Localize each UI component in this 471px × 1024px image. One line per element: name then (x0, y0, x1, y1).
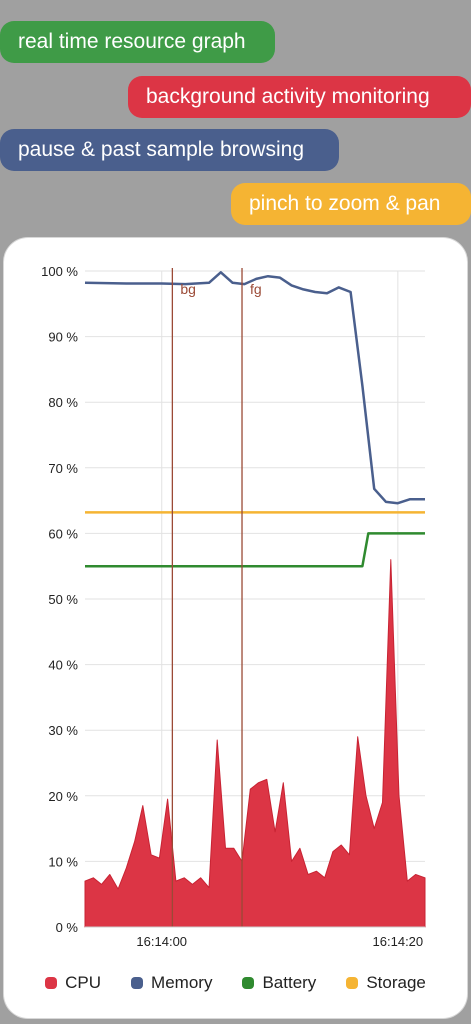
banner-pause-browsing-label: pause & past sample browsing (18, 138, 304, 161)
legend-label-cpu: CPU (65, 973, 102, 992)
legend-swatch-memory (131, 977, 144, 989)
legend-label-memory: Memory (151, 973, 213, 992)
banner-background-monitoring-label: background activity monitoring (146, 85, 430, 108)
y-tick-label: 40 % (48, 658, 78, 673)
chart-legend: CPU Memory Battery Storage (4, 970, 467, 996)
y-tick-label: 0 % (56, 920, 79, 935)
y-tick-label: 70 % (48, 461, 78, 476)
y-tick-label: 20 % (48, 789, 78, 804)
banner-pinch-zoom-label: pinch to zoom & pan (249, 192, 441, 215)
banner-realtime-graph: real time resource graph (0, 21, 275, 63)
y-tick-label: 60 % (48, 526, 78, 541)
y-tick-label: 50 % (48, 592, 78, 607)
y-tick-label: 10 % (48, 854, 78, 869)
y-tick-label: 90 % (48, 330, 78, 345)
y-tick-label: 30 % (48, 723, 78, 738)
legend-item-storage[interactable]: Storage (346, 973, 426, 993)
x-tick-label: 16:14:20 (373, 934, 424, 949)
legend-swatch-battery (242, 977, 255, 989)
legend-item-memory[interactable]: Memory (131, 973, 212, 993)
legend-swatch-storage (346, 977, 359, 989)
banner-pinch-zoom: pinch to zoom & pan (231, 183, 471, 225)
banner-realtime-graph-label: real time resource graph (18, 30, 246, 53)
series-line-memory (84, 271, 425, 505)
series-area-cpu (84, 559, 426, 928)
annotation-label-fg: fg (250, 281, 262, 297)
banner-background-monitoring: background activity monitoring (128, 76, 471, 118)
x-tick-label: 16:14:00 (136, 934, 187, 949)
series-line-battery (85, 532, 425, 568)
legend-label-battery: Battery (262, 973, 317, 992)
legend-item-cpu[interactable]: CPU (45, 973, 101, 993)
banner-pause-browsing: pause & past sample browsing (0, 129, 339, 171)
annotation-label-bg: bg (180, 281, 196, 297)
y-tick-label: 100 % (41, 264, 78, 279)
legend-label-storage: Storage (366, 973, 426, 992)
legend-swatch-cpu (45, 977, 58, 989)
y-tick-label: 80 % (48, 395, 78, 410)
legend-item-battery[interactable]: Battery (242, 973, 316, 993)
